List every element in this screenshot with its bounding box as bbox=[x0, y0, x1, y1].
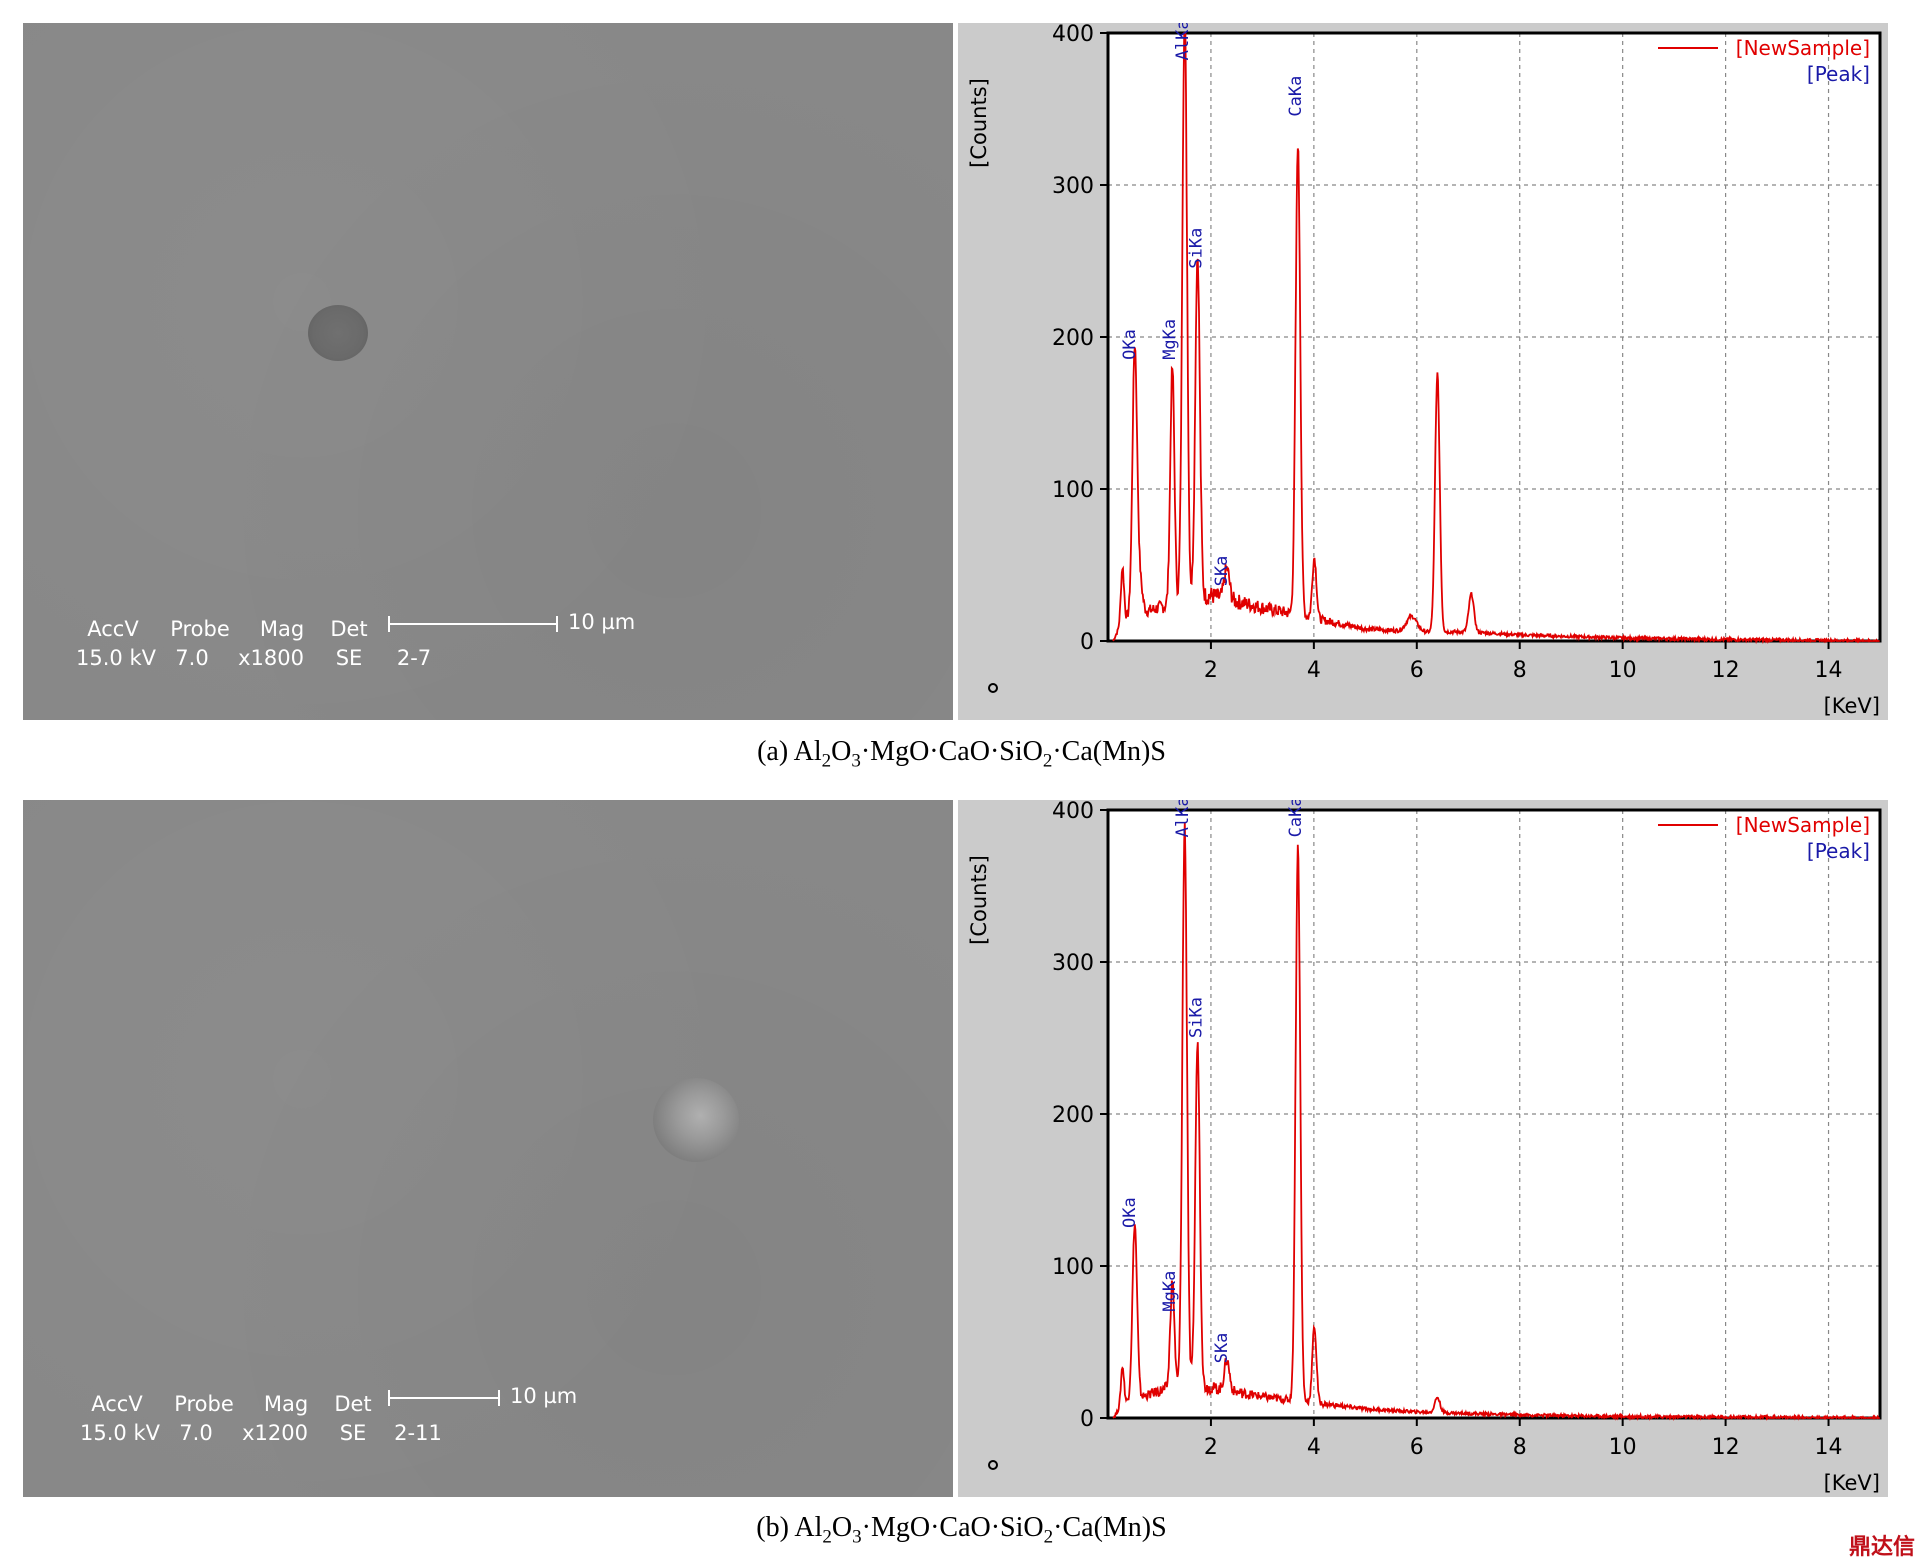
probe-label: Probe bbox=[174, 1392, 234, 1416]
probe-value: 7.0 bbox=[179, 1421, 213, 1445]
peak-label: AlKa bbox=[1173, 800, 1193, 837]
sem-image-b: AccV Probe Mag Det 15.0 kV 7.0 x1200 SE … bbox=[23, 800, 953, 1497]
sem-texture bbox=[23, 23, 953, 720]
det-value: SE bbox=[339, 1421, 367, 1445]
x-tick-label: 10 bbox=[1609, 658, 1637, 683]
x-tick-label: 10 bbox=[1609, 1435, 1637, 1460]
sample-id: 2-7 bbox=[396, 646, 432, 670]
caption-sub: 2 bbox=[1043, 1526, 1054, 1548]
scale-label: 10 µm bbox=[568, 610, 636, 634]
peak-label: OKa bbox=[1120, 329, 1140, 360]
legend-sample: [NewSample] bbox=[1736, 36, 1870, 60]
accv-value: 15.0 kV bbox=[80, 1421, 160, 1445]
det-label: Det bbox=[334, 1392, 372, 1416]
x-tick-label: 12 bbox=[1712, 658, 1740, 683]
y-tick-label: 200 bbox=[1052, 1103, 1094, 1128]
inclusion-particle bbox=[308, 305, 368, 361]
peak-label: AlKa bbox=[1173, 23, 1193, 60]
y-tick-label: 200 bbox=[1052, 326, 1094, 351]
peak-label: OKa bbox=[1120, 1197, 1140, 1228]
y-tick-label: 100 bbox=[1052, 1255, 1094, 1280]
watermark-logo: 鼎达信 bbox=[1848, 1535, 1915, 1560]
probe-label: Probe bbox=[170, 617, 230, 641]
x-tick-label: 4 bbox=[1307, 1435, 1321, 1460]
caption-text: ·MgO·CaO·SiO bbox=[860, 736, 1043, 767]
caption-sub: 2 bbox=[822, 1526, 832, 1548]
y-tick-label: 300 bbox=[1052, 951, 1094, 976]
caption-text: (b) Al bbox=[756, 1512, 823, 1543]
accv-value: 15.0 kV bbox=[76, 646, 156, 670]
peak-label: CaKa bbox=[1286, 76, 1306, 117]
y-tick-label: 400 bbox=[1052, 800, 1094, 824]
origin-mark bbox=[988, 683, 998, 693]
peak-label: SiKa bbox=[1187, 228, 1207, 269]
eds-chart-a: 0 100 200 300 400 2 4 6 8 10 12 14 [Counts] [KeV] OKa M… bbox=[967, 23, 1882, 718]
x-tick-label: 4 bbox=[1307, 658, 1321, 683]
x-tick-label: 14 bbox=[1815, 658, 1843, 683]
inclusion-particle bbox=[653, 1078, 739, 1162]
caption-text: O bbox=[831, 736, 852, 767]
caption-text: ·Ca(Mn)S bbox=[1053, 1512, 1167, 1543]
x-tick-label: 6 bbox=[1410, 658, 1424, 683]
mag-value: x1800 bbox=[238, 646, 304, 670]
accv-label: AccV bbox=[87, 617, 139, 641]
y-tick-label: 0 bbox=[1080, 1407, 1094, 1432]
x-tick-label: 8 bbox=[1513, 1435, 1527, 1460]
y-tick-label: 400 bbox=[1052, 23, 1094, 47]
caption-b: (b) Al2O3·MgO·CaO·SiO2·Ca(Mn)S bbox=[0, 1512, 1923, 1549]
caption-sub: 2 bbox=[821, 750, 832, 772]
probe-value: 7.0 bbox=[175, 646, 209, 670]
legend-peak: [Peak] bbox=[1807, 839, 1870, 863]
sample-id: 2-11 bbox=[394, 1421, 442, 1445]
caption-a: (a) Al2O3·MgO·CaO·SiO2·Ca(Mn)S bbox=[0, 736, 1923, 773]
mag-value: x1200 bbox=[242, 1421, 308, 1445]
peak-label: MgKa bbox=[1160, 319, 1180, 360]
legend-sample: [NewSample] bbox=[1736, 813, 1870, 837]
sem-info-block: AccV Probe Mag Det 15.0 kV 7.0 x1200 SE … bbox=[75, 1390, 453, 1448]
x-tick-label: 2 bbox=[1204, 1435, 1218, 1460]
sem-image-a: AccV Probe Mag Det 15.0 kV 7.0 x1800 SE … bbox=[23, 23, 953, 720]
y-tick-label: 300 bbox=[1052, 174, 1094, 199]
scale-label: 10 µm bbox=[510, 1384, 578, 1408]
spectrum-line bbox=[1112, 32, 1880, 645]
scale-bar bbox=[388, 1390, 500, 1406]
y-tick-label: 100 bbox=[1052, 478, 1094, 503]
origin-mark bbox=[988, 1460, 998, 1470]
sem-texture bbox=[23, 800, 953, 1497]
accv-label: AccV bbox=[91, 1392, 143, 1416]
caption-sub: 2 bbox=[1042, 750, 1053, 772]
caption-text: ·Ca(Mn)S bbox=[1052, 736, 1166, 767]
mag-label: Mag bbox=[259, 617, 305, 641]
peak-label: MgKa bbox=[1160, 1271, 1180, 1312]
x-axis-label: [KeV] bbox=[1824, 694, 1880, 718]
spectrum-line bbox=[1112, 822, 1881, 1422]
y-tick-label: 0 bbox=[1080, 630, 1094, 655]
caption-sub: 3 bbox=[851, 750, 861, 772]
y-axis-label: [Counts] bbox=[967, 855, 991, 945]
det-value: SE bbox=[335, 646, 363, 670]
peak-label: SiKa bbox=[1187, 997, 1207, 1038]
eds-spectrum-b: 0 100 200 300 400 2 4 6 8 10 12 14 [Counts] [KeV] OKa M… bbox=[958, 800, 1888, 1497]
x-tick-label: 12 bbox=[1712, 1435, 1740, 1460]
legend-peak: [Peak] bbox=[1807, 62, 1870, 86]
sem-info-block: AccV Probe Mag Det 15.0 kV 7.0 x1800 SE … bbox=[71, 615, 449, 673]
caption-text: (a) Al bbox=[757, 736, 822, 767]
eds-chart-b: 0 100 200 300 400 2 4 6 8 10 12 14 [Counts] [KeV] OKa M… bbox=[967, 800, 1882, 1495]
x-tick-label: 2 bbox=[1204, 658, 1218, 683]
peak-label: CaKa bbox=[1286, 800, 1306, 837]
peak-label: SKa bbox=[1212, 556, 1232, 587]
y-axis-label: [Counts] bbox=[967, 78, 991, 168]
x-tick-label: 14 bbox=[1815, 1435, 1843, 1460]
caption-text: ·MgO·CaO·SiO bbox=[861, 1512, 1044, 1543]
x-tick-label: 6 bbox=[1410, 1435, 1424, 1460]
mag-label: Mag bbox=[263, 1392, 309, 1416]
caption-text: O bbox=[831, 1512, 853, 1543]
x-tick-label: 8 bbox=[1513, 658, 1527, 683]
det-label: Det bbox=[330, 617, 368, 641]
x-axis-label: [KeV] bbox=[1824, 1471, 1880, 1495]
eds-spectrum-a: 0 100 200 300 400 2 4 6 8 10 12 14 [Counts] [KeV] OKa M… bbox=[958, 23, 1888, 720]
caption-sub: 3 bbox=[852, 1526, 862, 1548]
peak-label: SKa bbox=[1212, 1333, 1232, 1364]
scale-bar bbox=[388, 616, 558, 632]
